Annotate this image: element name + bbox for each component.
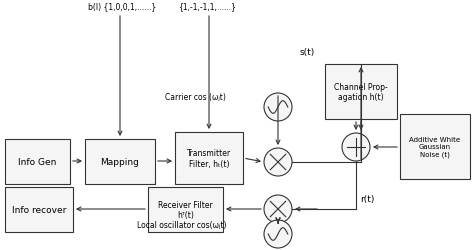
Circle shape bbox=[342, 134, 370, 161]
Circle shape bbox=[264, 148, 292, 176]
Bar bbox=[5, 140, 70, 184]
Text: b(l) {1,0,0,1,......}: b(l) {1,0,0,1,......} bbox=[88, 2, 156, 11]
Bar bbox=[175, 132, 243, 184]
Circle shape bbox=[264, 195, 292, 223]
Text: Channel Prop-
agation h(t): Channel Prop- agation h(t) bbox=[334, 82, 388, 102]
Bar bbox=[148, 187, 223, 232]
Text: Info recover: Info recover bbox=[12, 205, 66, 214]
Text: Additive White
Gaussian
Noise (t): Additive White Gaussian Noise (t) bbox=[410, 137, 461, 157]
Text: Local oscillator cos(ωⱼt): Local oscillator cos(ωⱼt) bbox=[137, 220, 227, 229]
Text: Carrier cos (ωⱼt): Carrier cos (ωⱼt) bbox=[165, 93, 226, 102]
Text: r(t): r(t) bbox=[360, 194, 374, 203]
Bar bbox=[5, 187, 73, 232]
Text: Receiver Filter
hᵀ(t): Receiver Filter hᵀ(t) bbox=[158, 200, 213, 219]
Text: {1,-1,-1,1,......}: {1,-1,-1,1,......} bbox=[178, 2, 236, 11]
Circle shape bbox=[264, 94, 292, 122]
Circle shape bbox=[264, 220, 292, 248]
Bar bbox=[325, 65, 397, 120]
Text: Info Gen: Info Gen bbox=[18, 157, 57, 166]
Bar bbox=[85, 140, 155, 184]
Text: Mapping: Mapping bbox=[100, 157, 139, 166]
Text: Transmitter
Filter, hₜ(t): Transmitter Filter, hₜ(t) bbox=[187, 149, 231, 168]
Bar bbox=[400, 114, 470, 179]
Text: s(t): s(t) bbox=[300, 48, 315, 57]
